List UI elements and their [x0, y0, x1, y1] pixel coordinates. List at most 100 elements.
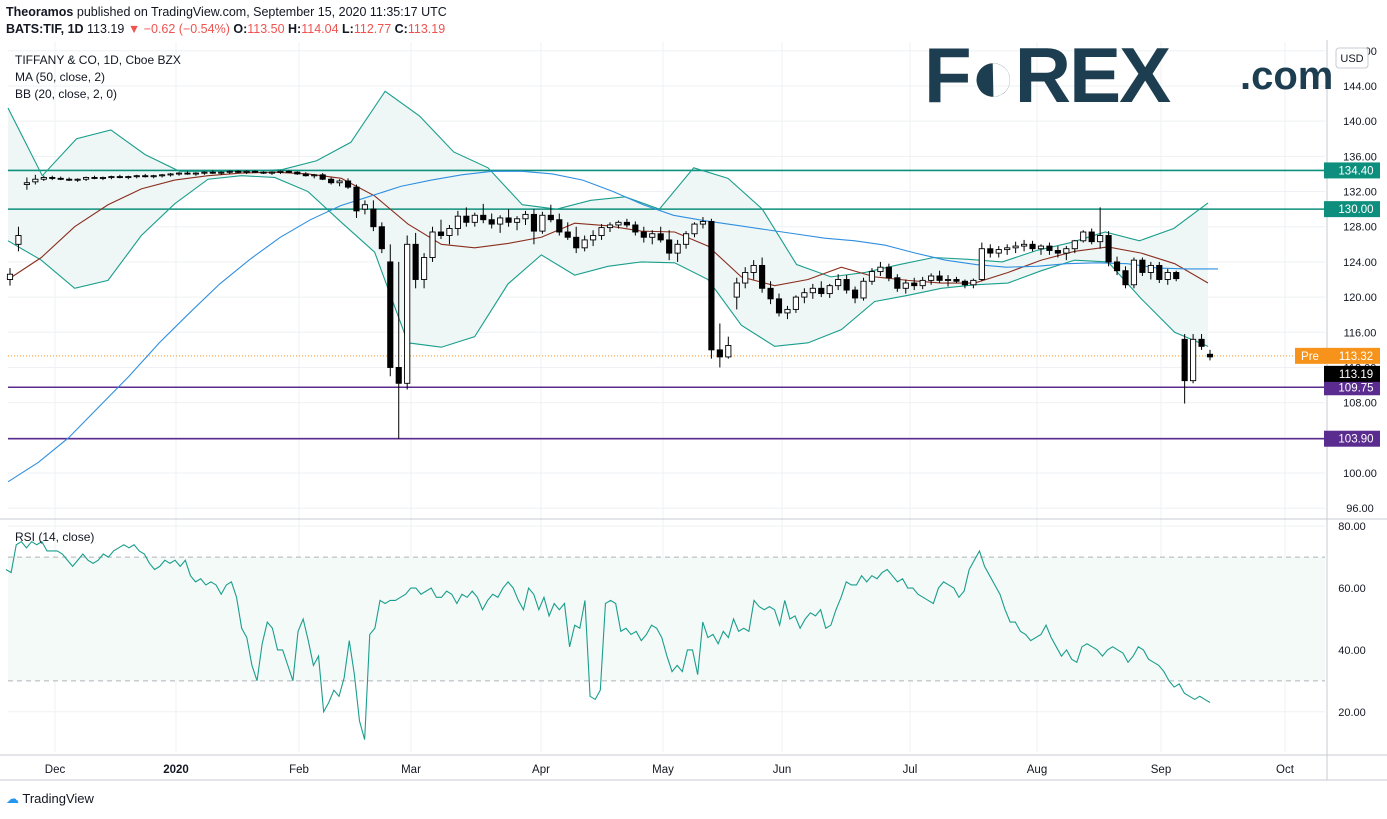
candle-body — [539, 214, 546, 232]
legend-ma: MA (50, close, 2) — [15, 70, 105, 84]
open-value: 113.50 — [247, 22, 285, 36]
candle-body — [640, 231, 647, 238]
candle-body — [708, 220, 715, 351]
time-tick-label: Mar — [401, 764, 421, 776]
candle-body — [1113, 261, 1121, 272]
legend-rsi: RSI (14, close) — [15, 530, 94, 544]
candle-body — [1004, 247, 1011, 251]
candle-body — [378, 226, 385, 250]
candle-body — [1190, 338, 1197, 382]
candle-body — [302, 173, 309, 177]
candle-body — [818, 287, 825, 295]
candle-body — [598, 227, 605, 236]
horizontal-levels[interactable] — [8, 169, 1327, 440]
currency-label: USD — [1340, 53, 1363, 65]
candle-body — [361, 204, 368, 210]
time-tick-label: May — [652, 764, 674, 776]
high-label: H: — [288, 22, 302, 36]
rsi-tick-label: 60.00 — [1338, 583, 1366, 595]
candle-body — [775, 298, 783, 314]
candle-body — [1181, 338, 1188, 382]
candle-body — [606, 224, 614, 229]
bollinger-lower-line — [7, 175, 1209, 348]
candle-body — [167, 173, 174, 176]
candle-body — [6, 273, 14, 280]
candle-body — [1021, 243, 1028, 247]
tradingview-footer[interactable]: ☁ TradingView — [6, 791, 94, 807]
last-price: 113.19 — [87, 22, 125, 36]
price-tags: 134.40 130.00 109.75 103.90 Pre 113.32 113.19 — [1295, 162, 1380, 447]
level-price-tag — [1324, 379, 1380, 396]
candle-body — [57, 177, 64, 180]
level-price-label: 103.90 — [1338, 434, 1373, 446]
premarket-price-label: 113.32 — [1339, 351, 1373, 363]
candle-body — [294, 171, 301, 175]
candle-body — [311, 174, 318, 177]
candle-body — [944, 279, 952, 281]
level-price-tag — [1324, 430, 1380, 447]
tradingview-footer-text: TradingView — [22, 791, 94, 806]
candle-body — [159, 174, 166, 177]
candle-body — [184, 172, 191, 175]
candle-body — [260, 171, 267, 174]
candle-body — [1063, 248, 1070, 254]
price-tick-label: 136.00 — [1343, 151, 1377, 163]
candle-body — [133, 175, 140, 178]
forex-logo-suffix: .com — [1240, 54, 1334, 98]
rsi-series-line — [5, 540, 1211, 740]
candle-body — [928, 275, 935, 281]
down-arrow-icon: ▼ — [127, 22, 141, 36]
candle-body — [421, 257, 428, 280]
candle-body — [429, 231, 436, 258]
level-price-tag — [1324, 201, 1380, 218]
author-name[interactable]: Theoramos — [6, 5, 74, 19]
candle-body — [336, 180, 343, 184]
candle-body — [142, 175, 149, 178]
candle-body — [370, 208, 377, 228]
price-change: −0.62 (−0.54%) — [143, 22, 230, 36]
candle-body — [344, 180, 352, 188]
indicator-lines — [7, 90, 1218, 483]
candle-body — [1198, 338, 1205, 347]
time-tick-label: Dec — [45, 764, 66, 776]
price-tick-label: 128.00 — [1343, 222, 1377, 234]
candle-body — [691, 223, 698, 235]
level-price-tag — [1324, 162, 1380, 179]
candle-body — [82, 177, 90, 180]
time-tick-label: Sep — [1151, 764, 1171, 776]
price-tick-label: 96.00 — [1346, 503, 1374, 515]
candle-body — [826, 285, 833, 295]
candle-body — [573, 236, 580, 249]
candle-body — [902, 282, 909, 289]
candle-body — [801, 292, 808, 298]
candle-body — [522, 213, 529, 220]
symbol-label: BATS:TIF, 1D — [6, 22, 84, 36]
candle-body — [835, 279, 842, 287]
candle-body — [1071, 240, 1078, 250]
candle-body — [953, 279, 960, 282]
candle-body — [175, 172, 183, 175]
candle-body — [49, 177, 56, 179]
candle-body — [243, 170, 250, 173]
candle-body — [1029, 243, 1036, 250]
candle-body — [74, 178, 81, 181]
level-price-label: 130.00 — [1338, 204, 1373, 216]
premarket-price-tag — [1324, 347, 1380, 364]
candle-body — [437, 231, 445, 236]
currency-box[interactable] — [1335, 47, 1369, 69]
last-price-tag — [1324, 365, 1380, 382]
price-tick-label: 120.00 — [1343, 292, 1377, 304]
candle-body — [150, 175, 157, 178]
level-price-label: 109.75 — [1338, 382, 1373, 394]
legend-bb: BB (20, close, 2, 0) — [15, 87, 117, 101]
ohlc-header: BATS:TIF, 1D 113.19 ▼ −0.62 (−0.54%) O:1… — [6, 22, 445, 36]
axes: 96.00100.00104.00108.00112.00116.00120.0… — [0, 40, 1387, 781]
candle-body — [268, 171, 276, 174]
candle-body — [319, 174, 326, 180]
candle-body — [564, 231, 571, 238]
candle-body — [66, 178, 73, 181]
candle-body — [649, 233, 656, 238]
candle-body — [978, 248, 985, 280]
candle-body — [615, 221, 622, 226]
